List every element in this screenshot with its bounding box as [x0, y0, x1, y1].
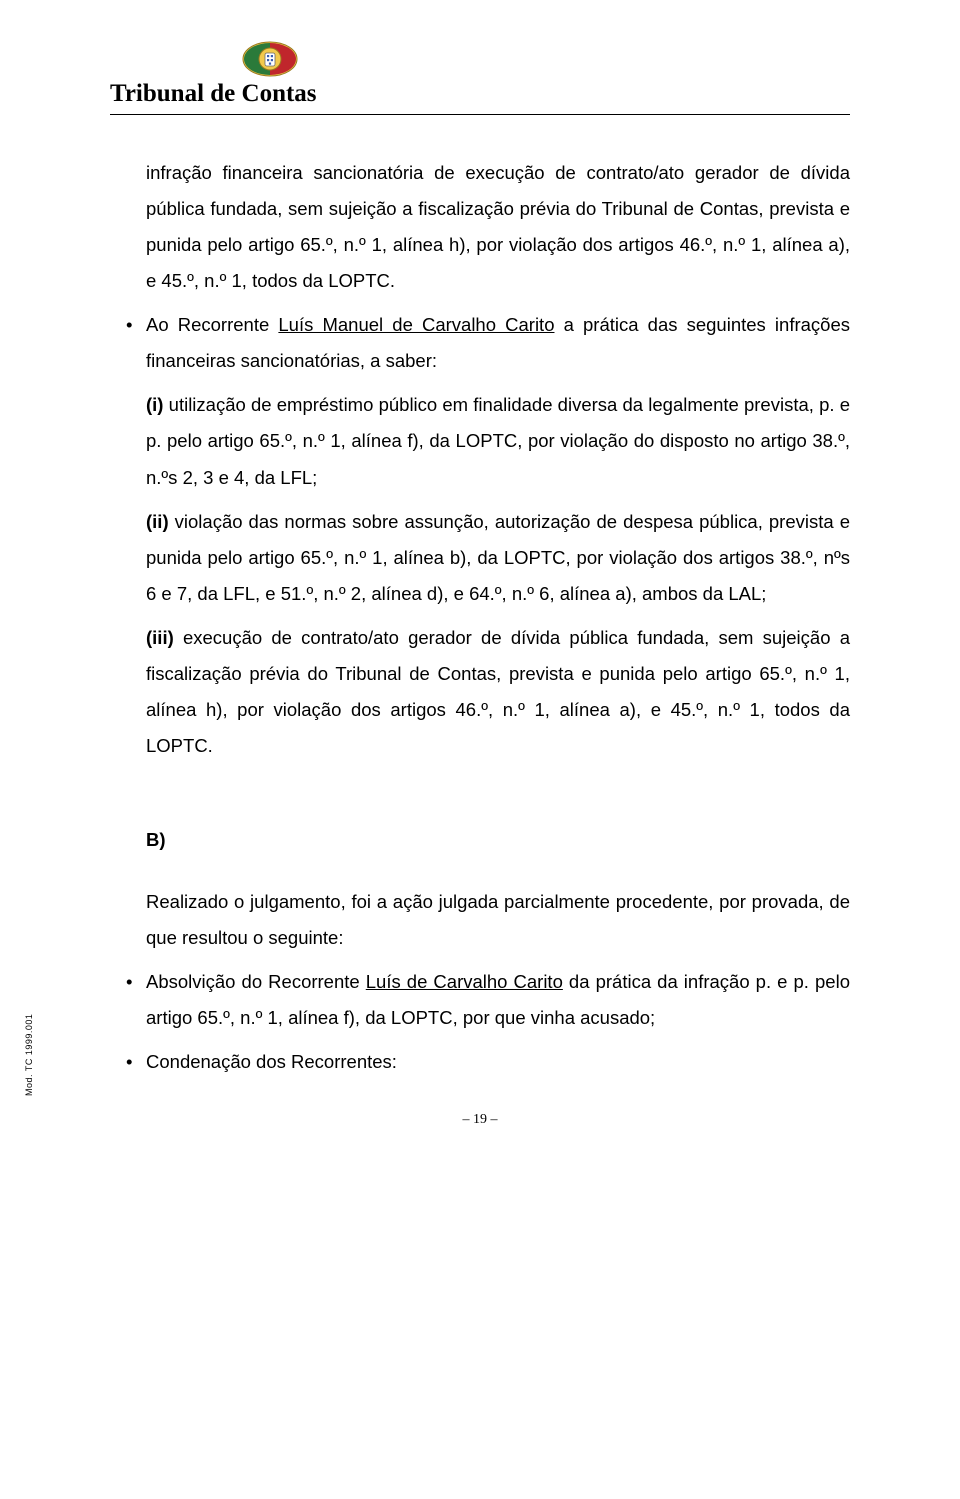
side-model-label: Mod. TC 1999.001	[24, 1014, 34, 1096]
sub-item-ii: (ii) violação das normas sobre assunção,…	[146, 504, 850, 612]
document-body: infração financeira sancionatória de exe…	[110, 155, 850, 1080]
roman-ii-label: (ii)	[146, 511, 169, 532]
roman-iii-text: execução de contrato/ato gerador de dívi…	[146, 627, 850, 756]
bullet-item-condenacao: Condenação dos Recorrentes:	[146, 1044, 850, 1080]
sub-item-i: (i) utilização de empréstimo público em …	[146, 387, 850, 495]
roman-i-text: utilização de empréstimo público em fina…	[146, 394, 850, 487]
roman-ii-text: violação das normas sobre assunção, auto…	[146, 511, 850, 604]
roman-iii-label: (iii)	[146, 627, 174, 648]
page-number: – 19 –	[110, 1112, 850, 1128]
bullet-item-recorrente: Ao Recorrente Luís Manuel de Carvalho Ca…	[146, 307, 850, 379]
bullet-text-pre: Ao Recorrente	[146, 314, 278, 335]
bullet-b1-pre: Absolvição do Recorrente	[146, 971, 366, 992]
roman-i-label: (i)	[146, 394, 163, 415]
person-name-b: Luís de Carvalho Carito	[366, 971, 563, 992]
person-name: Luís Manuel de Carvalho Carito	[278, 314, 554, 335]
bullet-item-absolvicao: Absolvição do Recorrente Luís de Carvalh…	[146, 964, 850, 1036]
org-title: Tribunal de Contas	[110, 80, 317, 108]
sub-item-iii: (iii) execução de contrato/ato gerador d…	[146, 620, 850, 764]
section-b-intro: Realizado o julgamento, foi a ação julga…	[146, 884, 850, 956]
page-header: Tribunal de Contas	[110, 38, 850, 115]
coat-of-arms-icon	[240, 38, 300, 80]
paragraph-continuation: infração financeira sancionatória de exe…	[146, 155, 850, 299]
section-b-heading: B)	[146, 822, 850, 858]
